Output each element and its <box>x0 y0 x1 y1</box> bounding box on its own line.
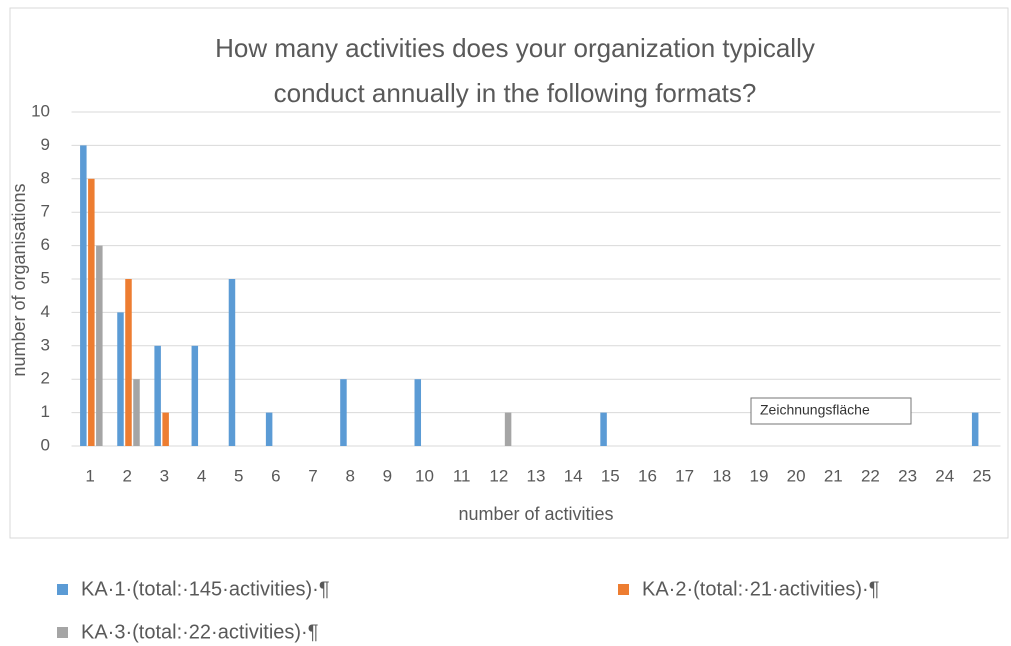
x-tick-label: 9 <box>383 466 392 485</box>
y-tick-label: 3 <box>41 335 50 354</box>
y-axis-label: number of organisations <box>9 183 29 376</box>
x-tick-label: 20 <box>787 466 806 485</box>
x-axis-label: number of activities <box>458 504 613 524</box>
tooltip-text: Zeichnungsfläche <box>760 402 870 418</box>
bar <box>117 312 124 446</box>
bar <box>133 379 140 446</box>
bar <box>228 279 236 446</box>
x-tick-label: 3 <box>160 466 169 485</box>
bar <box>504 412 512 446</box>
x-tick-label: 11 <box>453 466 471 485</box>
bar <box>265 412 273 446</box>
legend-label: KA·2·(total:·21·activities)·¶ <box>642 578 879 600</box>
x-tick-label: 1 <box>85 466 94 485</box>
chart-frame <box>9 7 1009 539</box>
legend-label: KA·3·(total:·22·activities)·¶ <box>81 621 318 643</box>
bar <box>971 412 979 446</box>
x-tick-label: 23 <box>898 466 917 485</box>
y-tick-label: 8 <box>41 168 50 187</box>
x-tick-label: 7 <box>308 466 317 485</box>
y-tick-label: 6 <box>41 235 50 254</box>
x-tick-label: 4 <box>197 466 206 485</box>
x-tick-label: 13 <box>527 466 546 485</box>
x-tick-label: 22 <box>861 466 880 485</box>
y-tick-label: 10 <box>31 101 50 120</box>
x-tick-label: 6 <box>271 466 280 485</box>
x-tick-label: 21 <box>824 466 843 485</box>
bar <box>600 412 607 446</box>
bar <box>191 345 199 446</box>
legend-swatch <box>57 584 68 595</box>
bar <box>414 379 422 446</box>
legend-swatch <box>57 627 68 638</box>
x-tick-label: 12 <box>489 466 508 485</box>
x-tick-label: 25 <box>972 466 991 485</box>
chart-title: How many activities does your organizati… <box>215 33 815 63</box>
x-tick-label: 24 <box>935 466 954 485</box>
bar <box>80 145 87 446</box>
x-tick-label: 16 <box>638 466 657 485</box>
x-tick-label: 8 <box>345 466 354 485</box>
y-tick-label: 1 <box>41 402 50 421</box>
x-tick-label: 17 <box>675 466 694 485</box>
x-tick-label: 5 <box>234 466 243 485</box>
y-tick-label: 2 <box>41 369 50 388</box>
y-tick-label: 0 <box>41 435 50 454</box>
x-tick-label: 19 <box>749 466 768 485</box>
tooltip-box <box>750 397 912 425</box>
y-tick-label: 7 <box>41 202 50 221</box>
chart-title: conduct annually in the following format… <box>274 78 757 108</box>
bar <box>340 379 347 446</box>
y-tick-label: 4 <box>41 302 50 321</box>
x-tick-label: 2 <box>123 466 132 485</box>
bar <box>88 178 95 447</box>
x-tick-label: 15 <box>601 466 620 485</box>
bar <box>154 345 161 446</box>
y-tick-label: 5 <box>41 268 50 287</box>
y-tick-label: 9 <box>41 135 50 154</box>
x-tick-label: 18 <box>712 466 731 485</box>
legend-label: KA·1·(total:·145·activities)·¶ <box>81 578 330 600</box>
bar <box>162 412 169 446</box>
x-tick-label: 10 <box>415 466 434 485</box>
legend-swatch <box>618 584 629 595</box>
bar <box>125 279 132 446</box>
bar <box>96 245 103 446</box>
x-tick-label: 14 <box>564 466 583 485</box>
